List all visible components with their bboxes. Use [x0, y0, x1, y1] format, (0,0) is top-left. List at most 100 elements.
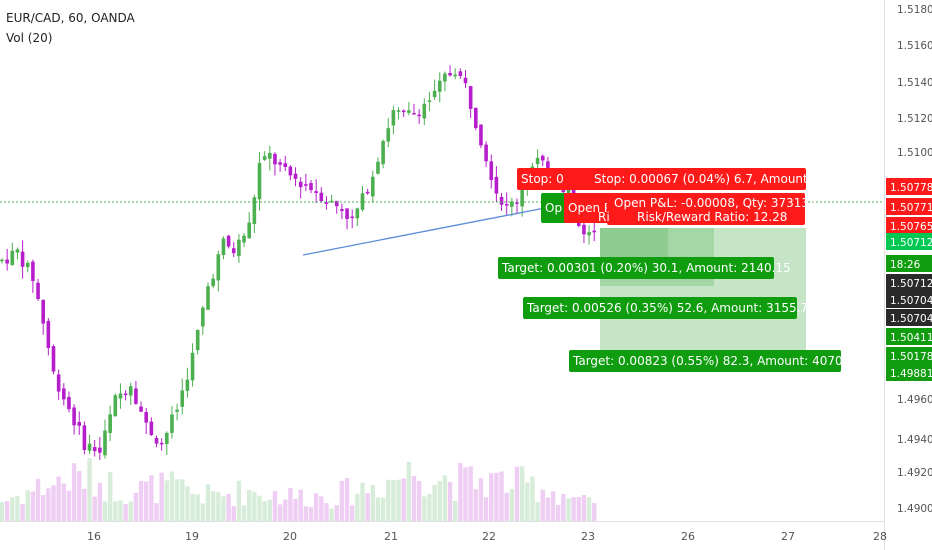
- y-tick-label: 1.51600: [897, 40, 932, 52]
- candle: [453, 68, 457, 80]
- open-pnl-label[interactable]: Open P&L: -0.00008, Qty: 373134Risk/Rewa…: [607, 193, 817, 225]
- candle: [10, 242, 15, 266]
- candle: [195, 329, 200, 355]
- candle-body: [170, 414, 174, 433]
- candle: [123, 390, 128, 401]
- candle-body: [371, 176, 375, 197]
- volume-bar: [334, 505, 339, 521]
- candle-body: [386, 128, 391, 142]
- candle-body: [82, 425, 87, 450]
- stop-label-left[interactable]: Stop: 0: [517, 168, 597, 190]
- candle-body: [324, 202, 329, 204]
- volume-bar: [350, 505, 355, 521]
- candle-body: [41, 300, 45, 324]
- candle-body: [304, 184, 308, 186]
- price-axis-tag-text: 1.50704: [890, 295, 932, 307]
- open-label-left[interactable]: Op: [541, 193, 567, 223]
- candle: [216, 250, 221, 292]
- stop-label-bg: [590, 168, 806, 190]
- x-tick-label: 22: [482, 530, 496, 543]
- x-tick-label: 28: [873, 530, 887, 543]
- price-axis-tag-text: 1.50411: [890, 332, 932, 344]
- volume-bar: [210, 491, 216, 521]
- price-axis-tag-text: 18:26: [890, 259, 921, 271]
- volume-bar: [97, 482, 103, 521]
- candle-body: [365, 191, 370, 194]
- candle: [20, 240, 25, 279]
- price-axis-tag-text: 1.50771: [890, 202, 932, 214]
- candle: [288, 165, 293, 181]
- volume-bar: [391, 479, 396, 521]
- candle: [474, 107, 478, 131]
- candle-body: [226, 235, 231, 247]
- volume-bar: [190, 493, 195, 521]
- candle-body: [329, 200, 334, 203]
- volume-bars: [0, 458, 597, 521]
- candle: [268, 145, 272, 171]
- target3-label[interactable]: Target: 0.00823 (0.55%) 82.3, Amount: 40…: [569, 350, 862, 372]
- candle: [144, 407, 148, 434]
- symbol-label: EUR/CAD, 60, OANDA: [6, 11, 135, 25]
- candle-body: [257, 162, 262, 200]
- volume-bar: [355, 493, 360, 521]
- candle: [365, 188, 370, 195]
- price-axis-tag-bg: [886, 309, 932, 326]
- candle: [113, 393, 118, 417]
- price-axis-tag-bg: [886, 347, 932, 364]
- candle: [396, 107, 401, 120]
- candle-body: [417, 114, 421, 117]
- volume-bar: [422, 496, 427, 521]
- open-label-left-text: Op: [545, 201, 562, 215]
- candle-body: [391, 110, 396, 126]
- candle-body: [515, 202, 519, 204]
- candle-body: [396, 110, 401, 112]
- target2-label[interactable]: Target: 0.00526 (0.35%) 52.6, Amount: 31…: [523, 297, 816, 319]
- volume-bar: [561, 494, 566, 521]
- candle: [319, 187, 324, 204]
- volume-bar: [46, 488, 51, 521]
- candle: [98, 437, 102, 460]
- candle: [412, 103, 416, 115]
- candle: [72, 404, 76, 435]
- y-tick-label: 1.49200: [897, 467, 932, 479]
- candle-body: [484, 144, 488, 162]
- candle: [489, 154, 494, 189]
- volume-bar: [411, 476, 417, 521]
- target1-label[interactable]: Target: 0.00301 (0.20%) 30.1, Amount: 21…: [498, 257, 791, 279]
- candle-body: [319, 192, 324, 202]
- price-axis-tag-bg: [886, 328, 932, 345]
- candle: [427, 91, 432, 112]
- x-tick-label: 27: [781, 530, 795, 543]
- stop-label[interactable]: Stop: 0.00067 (0.04%) 6.7, Amount: 750: [590, 168, 839, 190]
- volume-bar: [308, 507, 314, 521]
- volume-bar: [437, 481, 442, 521]
- candle-body: [211, 278, 215, 287]
- volume-bar: [10, 497, 15, 521]
- candle-body: [231, 248, 236, 254]
- candle: [103, 419, 107, 459]
- price-axis-tag-text: 1.50178: [890, 351, 932, 363]
- candle-body: [283, 163, 288, 167]
- candle-body: [540, 155, 545, 161]
- candle: [0, 258, 4, 264]
- candle-body: [262, 156, 267, 160]
- candle: [5, 248, 9, 271]
- open-label-left-bg: [541, 193, 567, 223]
- position-zones: [600, 228, 806, 350]
- volume-bar: [427, 494, 432, 521]
- volume-bar: [257, 495, 262, 521]
- candle: [540, 154, 545, 167]
- candle: [298, 177, 303, 199]
- candle-body: [20, 251, 25, 267]
- candle-body: [468, 86, 473, 109]
- volume-bar: [41, 495, 46, 521]
- candle: [381, 139, 385, 169]
- candle: [458, 68, 463, 79]
- volume-bar: [149, 475, 154, 521]
- volume-bar: [185, 486, 190, 521]
- candle: [56, 369, 61, 400]
- candle-body: [448, 72, 452, 76]
- volume-bar: [174, 479, 180, 521]
- position-labels[interactable]: Stop: 0 Stop: 0.00067 (0.04%) 6.7, Amount…: [498, 168, 862, 372]
